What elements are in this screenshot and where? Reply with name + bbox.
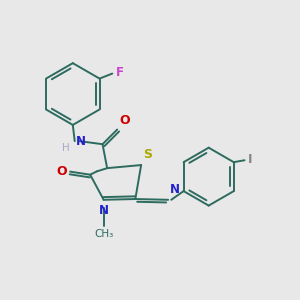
Text: O: O [56,165,67,178]
Text: H: H [62,143,70,153]
Text: N: N [170,183,180,196]
Text: CH₃: CH₃ [94,229,113,239]
Text: I: I [248,153,253,166]
Text: F: F [116,66,124,79]
Text: S: S [143,148,152,161]
Text: O: O [119,114,130,127]
Text: N: N [76,135,86,148]
Text: N: N [99,204,109,218]
